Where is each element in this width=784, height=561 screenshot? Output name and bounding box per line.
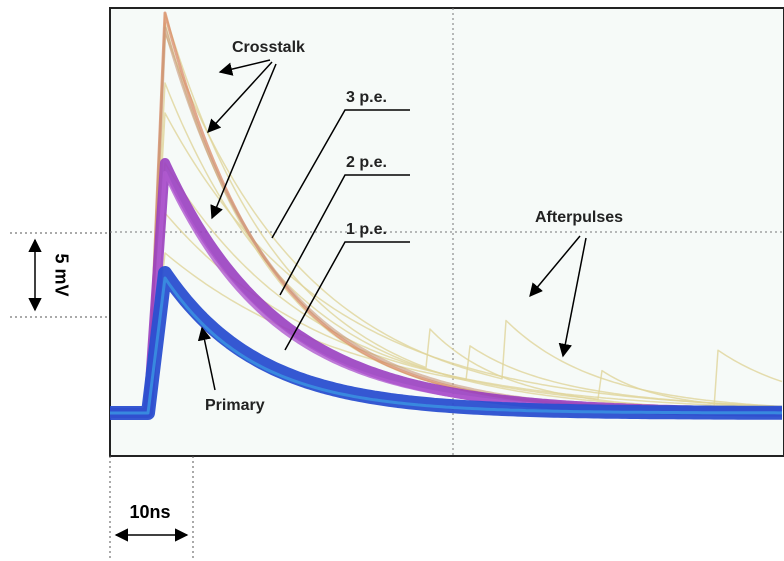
afterpulses-label: Afterpulses: [535, 209, 623, 226]
time-scale: 10ns: [129, 502, 170, 522]
voltage-scale: 5 mV: [51, 253, 71, 296]
pe2-label: 2 p.e.: [346, 154, 387, 171]
figure: Crosstalk 3 p.e. 2 p.e. 1 p.e. Afterpuls…: [0, 0, 784, 561]
pe1-label: 1 p.e.: [346, 221, 387, 238]
pe3-label: 3 p.e.: [346, 89, 387, 106]
crosstalk-label: Crosstalk: [232, 39, 305, 56]
primary-label: Primary: [205, 397, 265, 414]
